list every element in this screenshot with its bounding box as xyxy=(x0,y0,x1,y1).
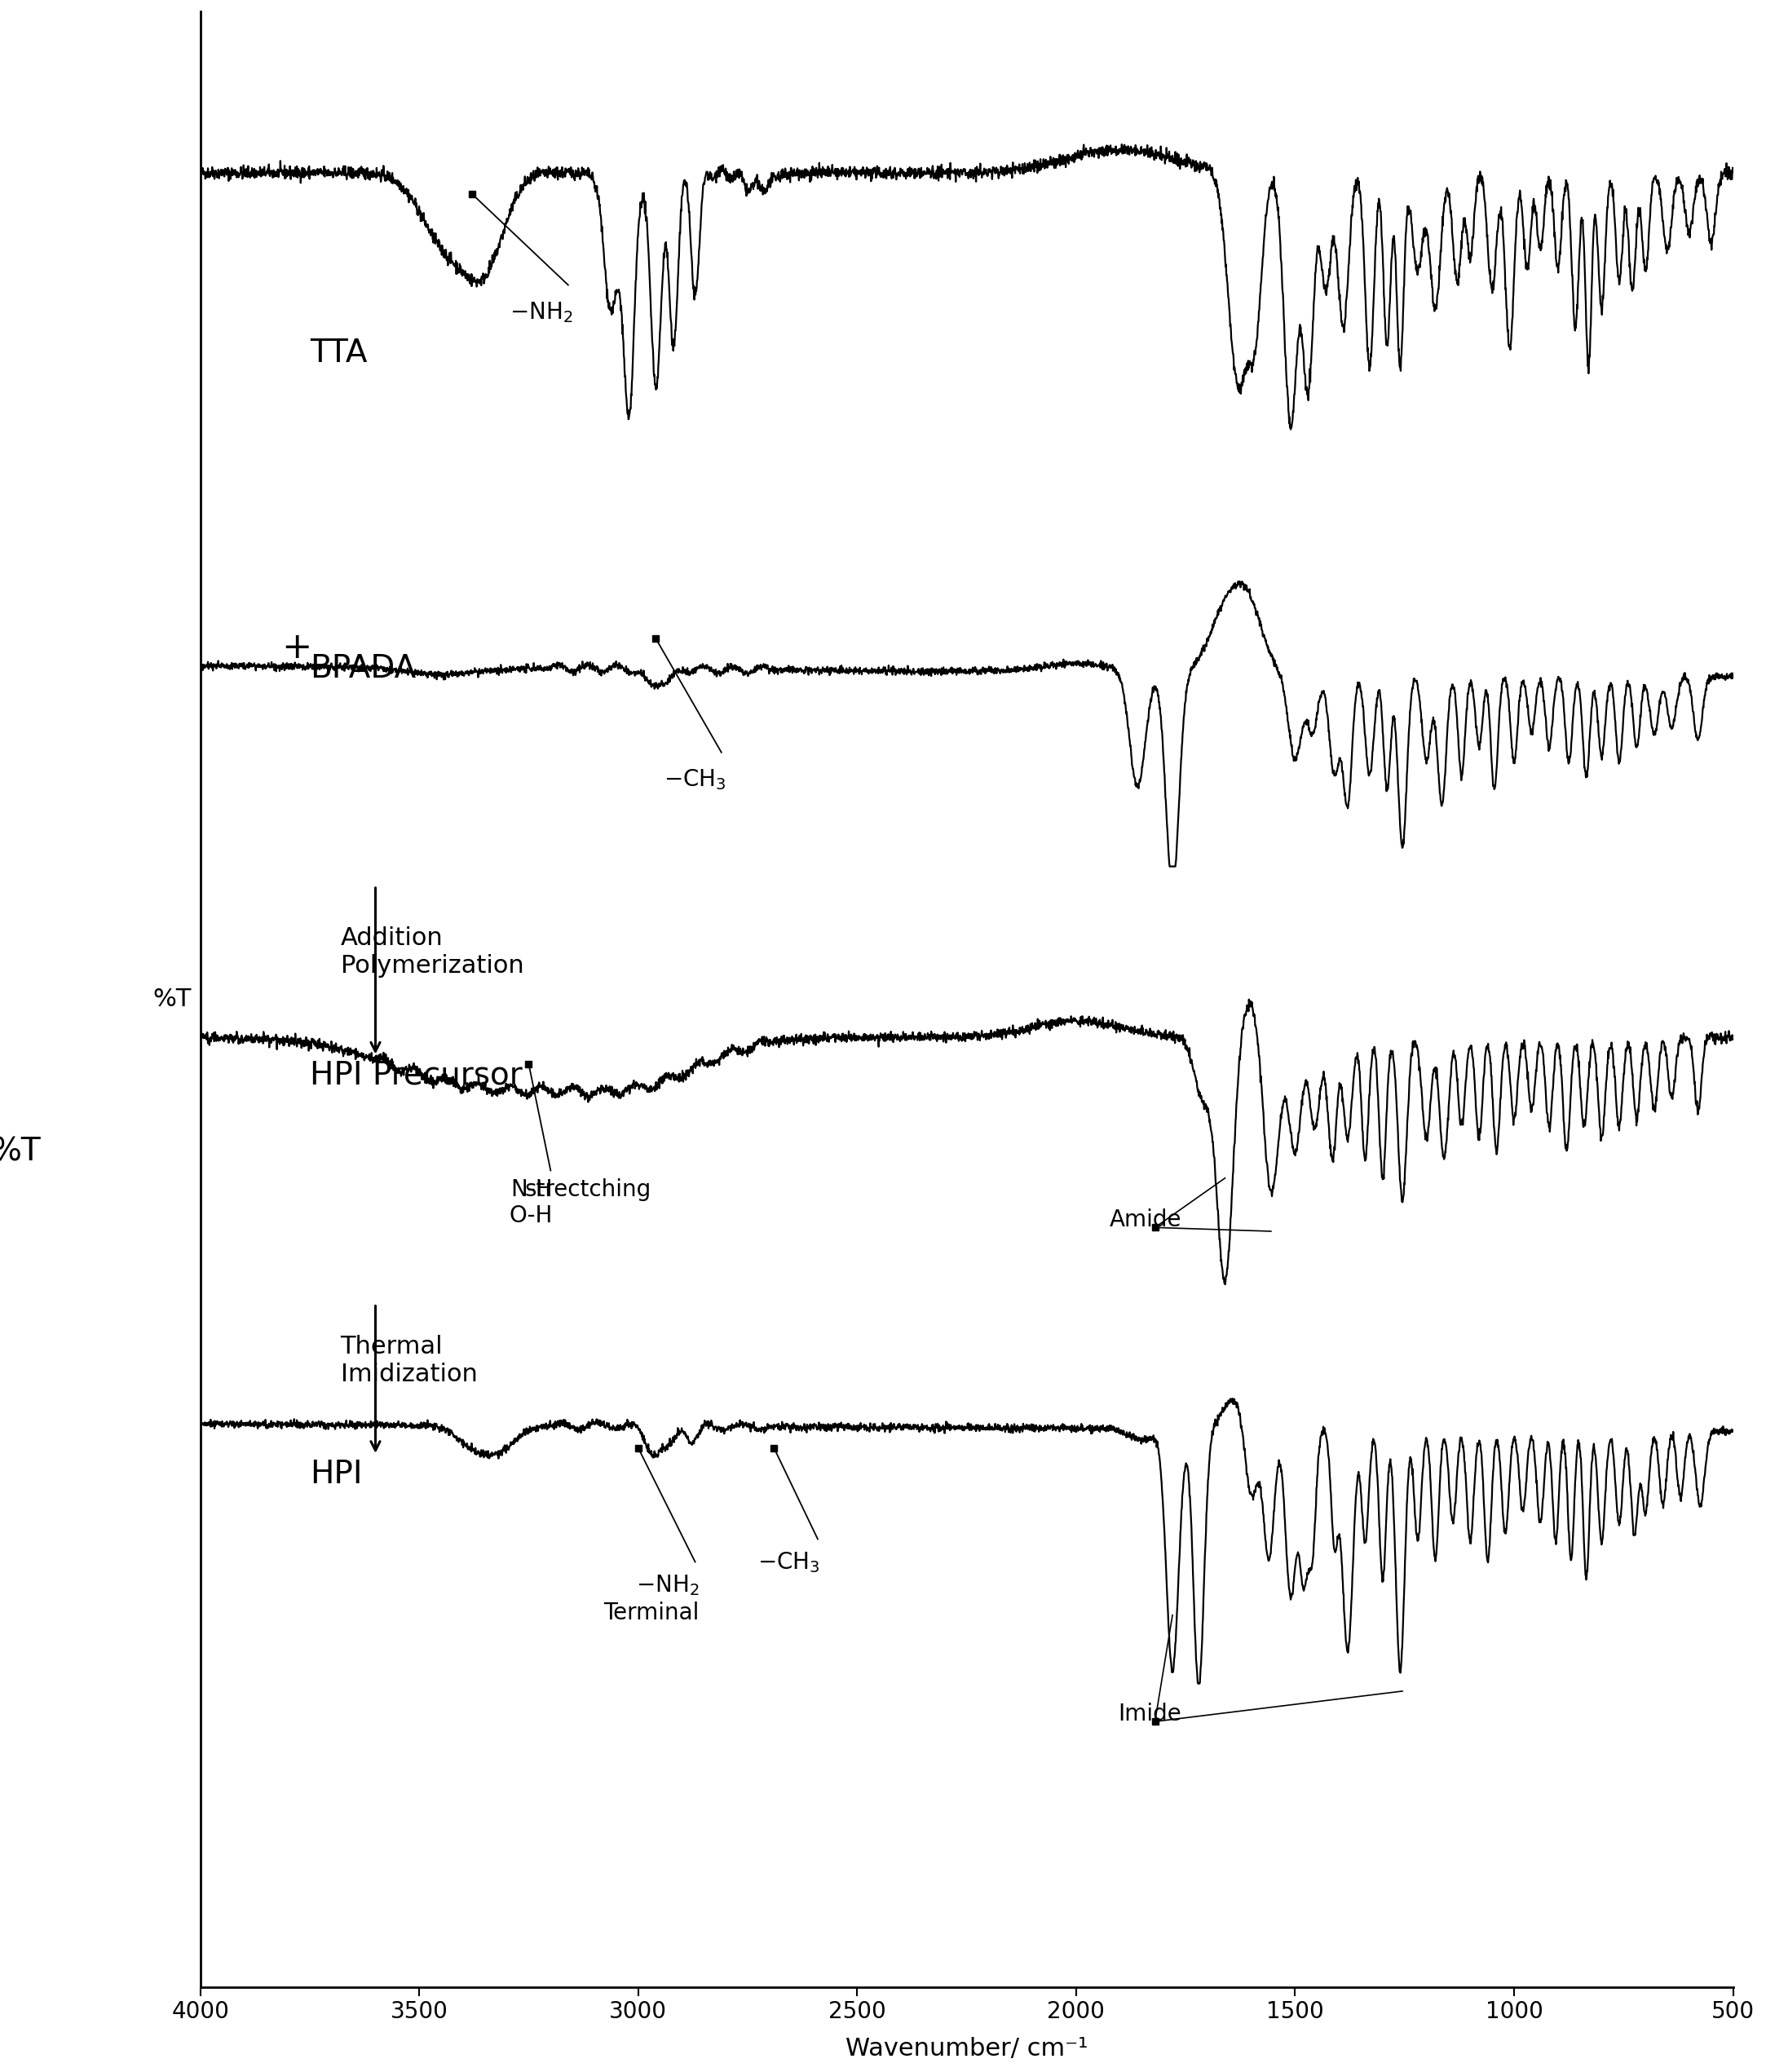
Text: $\mathdefault{-CH_3}$: $\mathdefault{-CH_3}$ xyxy=(758,1550,819,1575)
Text: strectching: strectching xyxy=(525,1179,652,1202)
Text: BPADA: BPADA xyxy=(309,653,417,684)
Text: Thermal
Imidization: Thermal Imidization xyxy=(341,1334,477,1386)
Text: Addition
Polymerization: Addition Polymerization xyxy=(341,926,525,978)
Text: Imide: Imide xyxy=(1118,1703,1181,1726)
Text: $\mathdefault{-NH_2}$: $\mathdefault{-NH_2}$ xyxy=(509,300,572,325)
Text: $\mathdefault{-CH_3}$: $\mathdefault{-CH_3}$ xyxy=(664,767,726,792)
Text: HPI: HPI xyxy=(309,1459,362,1490)
Text: TTA: TTA xyxy=(309,338,367,369)
X-axis label: Wavenumber/ cm⁻¹: Wavenumber/ cm⁻¹ xyxy=(846,2037,1088,2062)
Text: +: + xyxy=(281,630,313,665)
Y-axis label: %T: %T xyxy=(152,988,191,1011)
Text: $\mathdefault{-NH_2}$
Terminal: $\mathdefault{-NH_2}$ Terminal xyxy=(604,1573,699,1624)
Text: HPI Precursor: HPI Precursor xyxy=(309,1061,523,1092)
Text: N-H
O-H: N-H O-H xyxy=(509,1179,553,1227)
Text: Amide: Amide xyxy=(1109,1208,1181,1231)
Text: %T: %T xyxy=(0,1135,41,1167)
